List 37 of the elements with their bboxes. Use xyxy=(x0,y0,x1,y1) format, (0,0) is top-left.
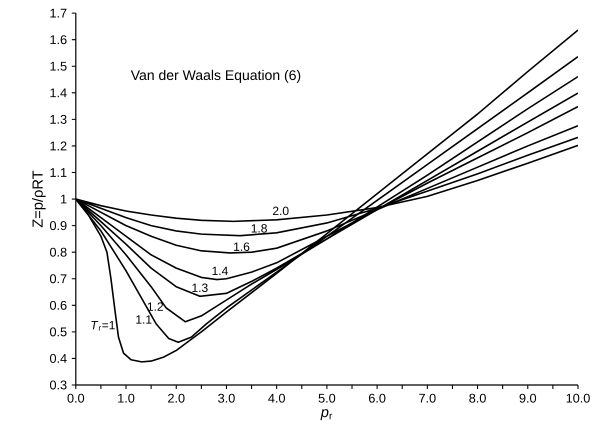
x-tick-label: 2.0 xyxy=(168,394,185,403)
y-tick-label: 0.7 xyxy=(50,274,66,284)
x-tick-label: 9.0 xyxy=(520,394,536,403)
y-tick-label: 1.7 xyxy=(50,8,66,18)
x-axis-title: p$_{r}$ xyxy=(320,409,332,420)
series-label: 1.2 xyxy=(148,302,163,311)
y-axis-title: Z=p/ρRT xyxy=(32,170,46,228)
y-tick-label: 1 xyxy=(61,194,66,204)
series-label: T$_{r}$=1 xyxy=(91,320,115,331)
x-tick-label: 8.0 xyxy=(469,394,486,403)
series-label: 2.0 xyxy=(272,206,289,216)
series-label: 1.1 xyxy=(136,315,152,324)
y-tick-label: 1.6 xyxy=(50,35,67,44)
y-tick-label: 0.5 xyxy=(50,327,67,336)
y-tick-label: 1.1 xyxy=(50,168,66,177)
y-tick-label: 0.4 xyxy=(50,354,67,363)
x-tick-label: 10.0 xyxy=(566,394,590,403)
annotation: Van der Waals Equation (6) xyxy=(130,70,300,83)
y-tick-label: 0.6 xyxy=(50,300,67,310)
y-tick-label: 0.8 xyxy=(50,248,67,257)
y-tick-label: 1.4 xyxy=(50,88,67,98)
y-tick-label: 1.2 xyxy=(50,142,66,150)
y-tick-label: 0.3 xyxy=(50,380,67,390)
x-tick-label: 6.0 xyxy=(368,394,386,403)
x-tick-label: 4.0 xyxy=(268,394,285,403)
series-label: 1.6 xyxy=(234,242,250,251)
x-tick-label: 3.0 xyxy=(218,394,235,403)
y-tick-label: 0.9 xyxy=(50,221,66,230)
series-label: 1.8 xyxy=(252,224,267,233)
series-label: 1.3 xyxy=(192,284,208,292)
y-tick-label: 1.5 xyxy=(50,62,67,71)
series-label: 1.4 xyxy=(212,266,228,276)
x-tick-label: 1.0 xyxy=(118,394,134,403)
y-tick-label: 1.3 xyxy=(50,114,67,124)
x-tick-label: 7.0 xyxy=(419,394,436,403)
x-tick-label: 0.0 xyxy=(68,394,84,403)
x-tick-label: 5.0 xyxy=(318,394,336,403)
